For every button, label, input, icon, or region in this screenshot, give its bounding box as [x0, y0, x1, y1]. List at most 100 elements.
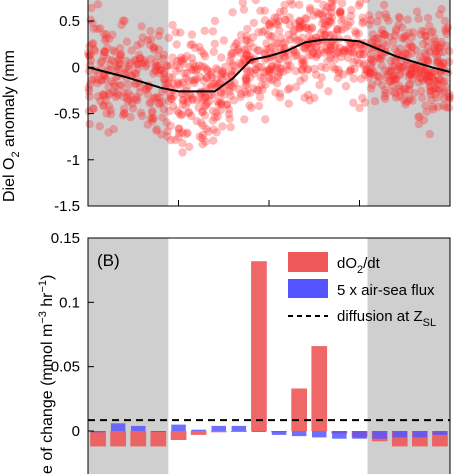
scatter-point: [111, 81, 120, 91]
scatter-point: [203, 66, 212, 75]
scatter-point: [115, 52, 125, 61]
scatter-point: [187, 30, 197, 39]
scatter-point: [322, 29, 331, 38]
scatter-point: [393, 65, 403, 74]
scatter-point: [298, 20, 307, 29]
scatter-point: [383, 70, 393, 80]
scatter-point: [435, 43, 444, 53]
scatter-point: [84, 83, 93, 93]
bar-do2dt: [291, 388, 307, 431]
scatter-point: [333, 48, 343, 57]
scatter-point: [408, 42, 417, 52]
scatter-point: [130, 56, 139, 65]
scatter-point: [152, 126, 161, 135]
scatter-point: [361, 65, 371, 75]
scatter-point: [359, 17, 368, 26]
scatter-point: [210, 113, 220, 122]
scatter-point: [258, 27, 267, 37]
scatter-point: [275, 68, 285, 77]
panel-a-shaded-regions: [88, 0, 450, 206]
scatter-point: [349, 48, 358, 57]
scatter-point: [160, 74, 169, 83]
scatter-point: [314, 10, 323, 19]
scatter-point: [422, 74, 432, 84]
scatter-point: [242, 51, 252, 60]
scatter-point: [208, 72, 217, 82]
scatter-point: [334, 68, 344, 78]
scatter-point: [155, 93, 164, 102]
scatter-point: [107, 77, 116, 86]
scatter-point: [432, 76, 441, 86]
scatter-point: [265, 22, 275, 31]
scatter-point: [218, 83, 228, 92]
scatter-point: [168, 20, 177, 30]
scatter-point: [379, 29, 389, 39]
scatter-point: [254, 28, 263, 37]
scatter-point: [207, 90, 216, 100]
scatter-point: [178, 96, 187, 105]
scatter-point: [312, 8, 321, 17]
scatter-point: [253, 46, 263, 56]
scatter-point: [243, 24, 252, 34]
scatter-point: [147, 108, 157, 117]
scatter-point: [335, 8, 345, 17]
scatter-point: [312, 52, 321, 62]
scatter-point: [192, 74, 201, 84]
scatter-point: [240, 45, 250, 54]
scatter-point: [301, 13, 310, 23]
scatter-point: [159, 69, 169, 79]
scatter-point: [427, 86, 436, 96]
scatter-point: [373, 77, 382, 86]
scatter-point: [320, 31, 330, 40]
scatter-point: [176, 56, 185, 65]
scatter-point: [95, 122, 104, 131]
scatter-point: [208, 116, 217, 125]
scatter-point: [239, 55, 249, 64]
scatter-point: [241, 81, 250, 90]
scatter-point: [435, 48, 444, 57]
scatter-point: [413, 69, 422, 78]
scatter-point: [309, 48, 318, 58]
scatter-point: [265, 65, 274, 74]
scatter-point: [416, 30, 425, 39]
scatter-point: [440, 16, 450, 26]
bar-do2dt: [251, 261, 267, 431]
scatter-point: [169, 92, 178, 101]
scatter-point: [386, 56, 396, 65]
scatter-point: [191, 62, 200, 71]
scatter-point: [265, 44, 274, 53]
scatter-point: [149, 43, 158, 52]
scatter-point: [210, 39, 219, 48]
scatter-point: [432, 57, 442, 66]
scatter-point: [297, 58, 306, 68]
scatter-point: [110, 57, 119, 66]
scatter-point: [188, 40, 197, 49]
scatter-point: [398, 23, 407, 32]
scatter-point: [177, 110, 187, 119]
scatter-point: [182, 129, 191, 139]
scatter-point: [360, 98, 370, 107]
scatter-point: [141, 62, 150, 71]
scatter-point: [226, 80, 235, 90]
scatter-point: [185, 142, 194, 152]
scatter-point: [300, 93, 309, 102]
scatter-point: [431, 47, 441, 56]
scatter-point: [327, 13, 337, 22]
scatter-point: [401, 49, 410, 58]
scatter-point: [143, 90, 153, 99]
scatter-point: [432, 93, 441, 103]
scatter-point: [197, 47, 206, 56]
scatter-point: [150, 43, 159, 52]
scatter-point: [260, 26, 269, 35]
scatter-point: [179, 59, 189, 68]
scatter-point: [178, 78, 187, 87]
scatter-point: [441, 83, 451, 92]
y-tick-label-a: -0.5: [54, 106, 80, 123]
scatter-point: [90, 74, 99, 83]
scatter-point: [423, 55, 432, 65]
scatter-point: [381, 30, 390, 40]
scatter-point: [179, 54, 189, 63]
scatter-point: [128, 99, 137, 109]
scatter-point: [266, 32, 275, 41]
